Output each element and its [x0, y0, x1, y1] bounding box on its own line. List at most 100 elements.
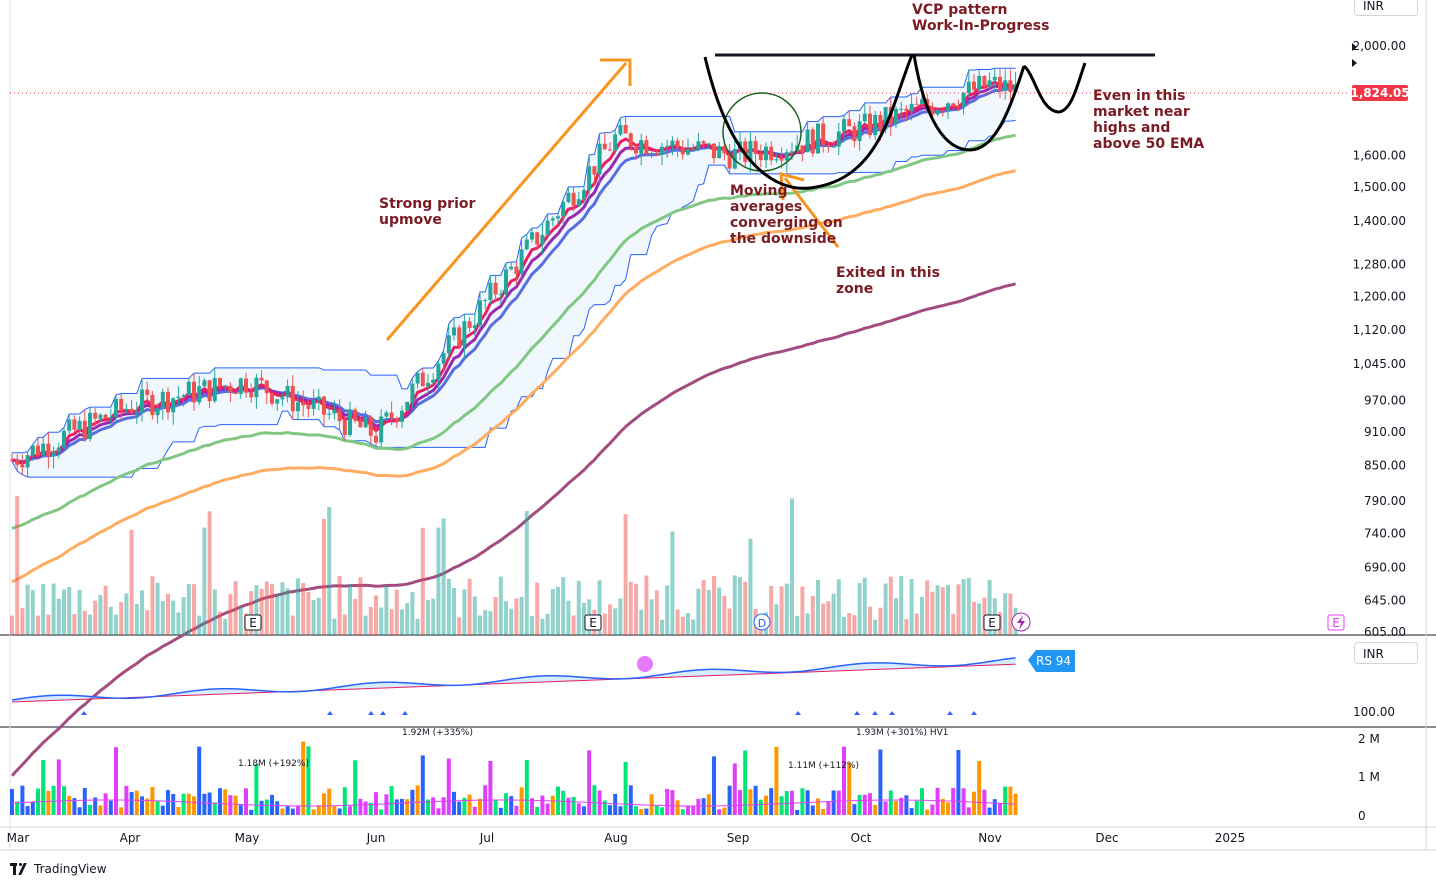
volume-bar: [363, 801, 368, 815]
volume-bar: [894, 598, 898, 635]
volume-bar: [420, 755, 425, 815]
volume-bar: [358, 577, 363, 635]
candle-body: [639, 140, 644, 154]
candle-body: [821, 123, 826, 145]
volume-bar: [899, 797, 904, 815]
candle-body: [556, 216, 560, 219]
volume-bar: [384, 794, 389, 815]
volume-bar: [550, 588, 555, 635]
earnings-marker[interactable]: E: [584, 614, 602, 631]
volume-bar: [758, 799, 763, 815]
volume-bar: [114, 614, 118, 635]
volume-bar: [956, 584, 961, 635]
volume-bar: [613, 793, 618, 815]
dividend-marker[interactable]: D: [753, 613, 771, 631]
candle-body: [946, 103, 950, 111]
volume-bar: [275, 801, 280, 815]
time-tick-label: 2025: [1215, 831, 1246, 845]
volume-bar: [426, 600, 430, 635]
volume-bar: [842, 616, 846, 635]
earnings-marker[interactable]: E: [244, 614, 262, 631]
candle-body: [285, 385, 290, 398]
volume-bar: [764, 795, 768, 815]
candle-body: [951, 103, 956, 107]
lightning-icon[interactable]: [1011, 612, 1031, 632]
volume-bar: [732, 763, 737, 815]
volume-bar: [41, 759, 46, 815]
brand[interactable]: TradingView: [10, 860, 107, 878]
ema-50-line: [11, 133, 1016, 530]
currency-selector[interactable]: INR: [1354, 0, 1418, 16]
volume-bar: [779, 586, 784, 635]
volume-bar: [51, 583, 56, 635]
volume-bar: [285, 806, 290, 815]
ma-label-4: the downside: [730, 231, 836, 247]
candle-body: [665, 146, 670, 148]
volume-bar: [181, 597, 186, 635]
candle-body: [660, 146, 664, 155]
candle-body: [535, 232, 540, 245]
volume-bar: [145, 610, 150, 635]
volume-bar: [582, 806, 586, 815]
volume-bar: [72, 798, 77, 815]
ema-21-line: [11, 87, 1016, 464]
volume-bar: [457, 801, 462, 815]
rs-signal-icon: [795, 711, 801, 715]
candle-body: [410, 383, 415, 402]
volume-bar: [415, 618, 420, 635]
candle-body: [218, 378, 222, 387]
volume-bar: [20, 608, 25, 635]
volume-bar: [556, 586, 560, 635]
candle-body: [171, 398, 176, 413]
candle-body: [530, 232, 534, 240]
volume-bar: [415, 785, 420, 815]
annotation-texts: VCP pattern Work-In-Progress Strong prio…: [379, 2, 1204, 297]
volume-bar: [712, 756, 716, 815]
volume-bar: [686, 613, 690, 635]
candle-body: [10, 459, 14, 461]
volume-bar: [628, 581, 633, 635]
price-tick-label: 790.00: [1364, 494, 1406, 508]
volume-bar: [909, 808, 914, 815]
volume-bar: [660, 619, 664, 635]
volume-bar: [571, 796, 576, 815]
candle-body: [67, 419, 72, 431]
volume-bar: [233, 795, 238, 815]
rs-signal-icon: [947, 711, 953, 715]
rs-signal-icon: [854, 711, 860, 715]
candle-body: [264, 380, 269, 394]
volume-bar: [748, 789, 753, 815]
candle-body: [873, 115, 878, 136]
candle-body: [363, 416, 368, 428]
candle-body: [540, 234, 545, 245]
rs-currency-selector[interactable]: INR: [1354, 642, 1418, 664]
volume-bar: [1013, 793, 1018, 815]
volume-bar: [618, 598, 623, 635]
candle-body: [576, 199, 581, 206]
candle-body: [119, 398, 124, 410]
price-tick-label: 740.00: [1364, 526, 1406, 540]
earnings-marker[interactable]: E: [983, 614, 1001, 631]
volume-bar: [634, 806, 638, 815]
volume-bar: [753, 785, 758, 815]
candle-body: [98, 414, 103, 419]
price-tick-label: 1,200.00: [1353, 289, 1406, 303]
volume-bar: [238, 805, 243, 815]
candle-body: [332, 409, 337, 414]
price-tick-label: 1,280.00: [1353, 258, 1406, 272]
event-markers[interactable]: E E D E E: [244, 612, 1345, 632]
volume-bar: [519, 596, 524, 635]
candle-body: [483, 300, 488, 302]
rs-label: RS 94: [1036, 654, 1071, 668]
volume-bar: [836, 790, 841, 815]
volume-bar: [98, 805, 103, 815]
volume-bar: [62, 589, 66, 635]
volume-bar: [592, 785, 597, 815]
volume-bar: [769, 788, 774, 815]
volume-overlay: [10, 496, 1018, 635]
candle-body: [597, 143, 602, 175]
candle-body: [348, 409, 352, 435]
earnings-marker[interactable]: E: [1327, 614, 1345, 631]
candle-body: [1003, 80, 1008, 91]
